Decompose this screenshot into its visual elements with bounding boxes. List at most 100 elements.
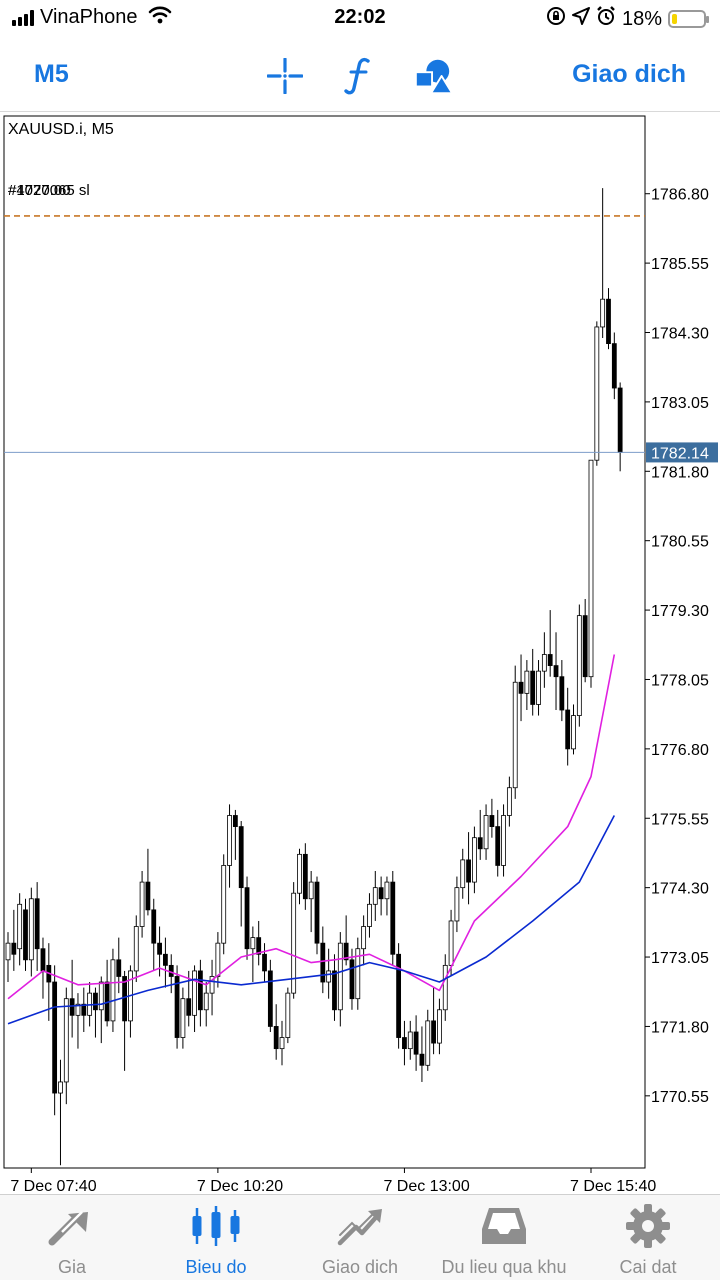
candle (384, 876, 390, 916)
candle-body-bearish (244, 887, 250, 950)
candle-body-bearish (431, 1020, 436, 1044)
history-inbox-icon (432, 1203, 576, 1249)
candle-body-bearish (477, 837, 483, 850)
candle-body-bearish (122, 976, 127, 1022)
candle (262, 943, 267, 983)
candle-body-bullish (524, 670, 530, 694)
y-tick-label: 1780.55 (651, 534, 709, 551)
candle (536, 660, 541, 716)
candle (559, 660, 565, 722)
tab-history[interactable]: Du lieu qua khu (432, 1195, 576, 1280)
candle (518, 654, 524, 722)
candle-body-bearish (466, 859, 471, 883)
candle (308, 870, 314, 933)
candle (273, 1004, 279, 1060)
candle-body-bullish (180, 998, 186, 1038)
candle (512, 665, 518, 799)
candle-body-bearish (157, 942, 162, 955)
price-axis: 1786.80 1785.55 1784.30 1783.05 1781.80 1780.… (645, 187, 709, 1106)
y-tick-label: 1786.80 (651, 187, 709, 204)
candle (302, 843, 308, 910)
candle-body-bearish (232, 815, 238, 827)
objects-icon[interactable] (413, 56, 453, 96)
candle-body-bullish (501, 815, 506, 866)
candle-body-bullish (337, 942, 343, 1011)
crosshair-icon[interactable] (265, 56, 305, 96)
candle (320, 926, 326, 994)
candle (506, 776, 512, 827)
tab-trade[interactable]: Giao dich (288, 1195, 432, 1280)
orientation-lock-icon (546, 6, 566, 32)
candle (454, 876, 460, 933)
candle (553, 632, 559, 711)
candle-body-bearish (145, 881, 151, 911)
candle (110, 948, 116, 1032)
candle-body-bearish (273, 1026, 279, 1050)
trade-button[interactable]: Giao dich (572, 60, 686, 88)
y-tick-label: 1785.55 (651, 256, 709, 273)
candle (448, 909, 454, 977)
candle-body-bullish (442, 964, 448, 1011)
candle-body-bearish (518, 681, 524, 694)
tab-settings-label: Cai dat (619, 1257, 677, 1277)
toolbar-divider (0, 111, 720, 112)
candle-body-bearish (256, 937, 262, 955)
candle-body-bearish (419, 1053, 425, 1066)
bottom-tab-bar: Gia Bieu do Giao dich (0, 1194, 720, 1280)
price-chart[interactable]: 1786.80 1785.55 1784.30 1783.05 1781.80 1780.… (0, 112, 720, 1195)
tab-quotes[interactable]: Gia (0, 1195, 144, 1280)
candle-body-bearish (40, 948, 46, 972)
chart-canvas[interactable]: 1786.80 1785.55 1784.30 1783.05 1781.80 1780.… (0, 112, 720, 1195)
y-tick-label: 1778.05 (651, 672, 709, 689)
candle (52, 965, 58, 1116)
candle (367, 893, 372, 938)
candle (530, 648, 536, 716)
candle-body-bullish (367, 903, 372, 927)
timeframe-button[interactable]: M5 (34, 60, 69, 88)
candle-body-bullish (279, 1037, 285, 1050)
candle (372, 870, 378, 921)
tab-history-label: Du lieu qua khu (441, 1257, 567, 1277)
candle-body-bearish (186, 998, 192, 1016)
candle-body-bearish (163, 953, 168, 966)
candle (58, 1059, 63, 1166)
candle-body-bearish (267, 970, 273, 1027)
carrier-name: VinaPhone (40, 6, 138, 28)
status-bar: VinaPhone 22:02 18 (0, 0, 720, 36)
candle-body-bearish (69, 998, 75, 1016)
y-tick-label: 1774.30 (651, 881, 709, 898)
indicators-icon[interactable] (338, 56, 378, 96)
candle-body-bearish (93, 992, 98, 1011)
candle-body-bullish (5, 942, 11, 961)
candle-body-bullish (63, 998, 69, 1083)
time-axis: 7 Dec 07:40 7 Dec 10:20 7 Dec 13:00 7 Dec 1… (10, 1168, 656, 1195)
candle (163, 937, 168, 988)
current-price-value: 1782.14 (651, 445, 709, 462)
candle (355, 937, 361, 1010)
candle (332, 954, 337, 1021)
y-tick-label: 1770.55 (651, 1089, 709, 1106)
candle-body-bearish (378, 887, 384, 900)
current-price-tag (646, 442, 718, 463)
candle (390, 870, 396, 966)
tab-chart-label: Bieu do (185, 1257, 247, 1277)
candle-body-bullish (209, 976, 215, 994)
candle-body-bearish (320, 942, 326, 983)
tab-chart[interactable]: Bieu do (144, 1195, 288, 1280)
tab-settings[interactable]: Cai dat (576, 1195, 720, 1280)
candle (483, 804, 489, 860)
candle (576, 604, 582, 727)
settings-gear-icon (576, 1203, 720, 1249)
candle-body-bullish (203, 992, 209, 1011)
candle (437, 998, 442, 1055)
candle-body-bearish (34, 898, 40, 950)
candle-body-bullish (58, 1081, 63, 1094)
candle-body-bearish (197, 970, 203, 1011)
candle-body-bearish (547, 654, 553, 666)
candle (227, 804, 232, 888)
candle (291, 882, 297, 999)
tab-trade-label: Giao dich (321, 1257, 399, 1277)
alarm-icon (596, 6, 616, 32)
candle (501, 804, 506, 877)
candle (11, 909, 17, 971)
